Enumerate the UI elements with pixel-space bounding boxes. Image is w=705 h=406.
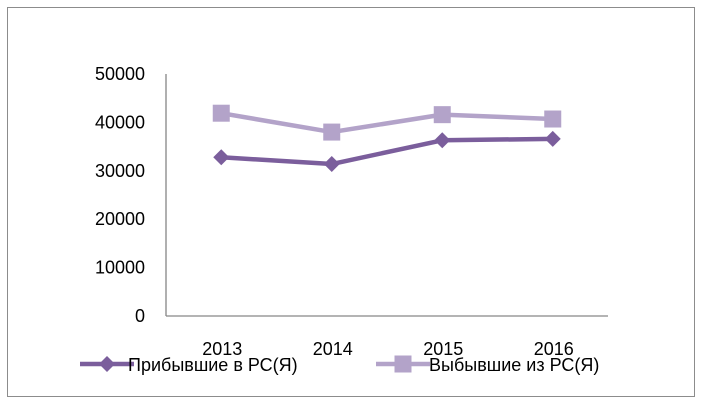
data-point: [434, 132, 451, 149]
y-tick-label: 40000: [95, 112, 145, 132]
series-2: [212, 104, 562, 141]
x-tick-label: 2015: [423, 339, 463, 359]
data-point: [544, 130, 561, 147]
data-point: [544, 110, 562, 128]
legend-swatch-marker: [394, 355, 412, 373]
chart-frame: [7, 7, 695, 397]
data-point: [323, 156, 340, 173]
legend-label: Выбывшие из РС(Я): [429, 355, 599, 375]
y-tick-label: 30000: [95, 161, 145, 181]
y-tick-label: 0: [135, 306, 145, 326]
legend-label: Прибывшие в РС(Я): [128, 355, 298, 375]
y-axis-tick-labels: 0 10000 20000 30000 40000 50000: [95, 64, 145, 326]
data-point: [433, 106, 451, 124]
series-line: [221, 136, 553, 167]
legend-item-1: Прибывшие в РС(Я): [80, 355, 298, 375]
y-tick-label: 20000: [95, 209, 145, 229]
chart-axes: [165, 74, 608, 317]
data-point: [323, 123, 341, 141]
x-axis-tick-labels: 2013 2014 2015 2016: [202, 339, 574, 359]
y-tick-label: 50000: [95, 64, 145, 84]
data-point: [213, 149, 230, 166]
data-point: [212, 104, 230, 122]
series-line: [220, 110, 553, 135]
x-tick-label: 2014: [313, 339, 353, 359]
legend: Прибывшие в РС(Я) Выбывшие из РС(Я): [80, 355, 599, 375]
legend-swatch-marker: [99, 356, 115, 372]
y-tick-label: 10000: [95, 258, 145, 278]
series-layer: [212, 104, 562, 173]
x-tick-label: 2016: [534, 339, 574, 359]
x-tick-label: 2013: [202, 339, 242, 359]
series-1: [213, 130, 561, 173]
legend-item-2: Выбывшие из РС(Я): [376, 355, 599, 375]
